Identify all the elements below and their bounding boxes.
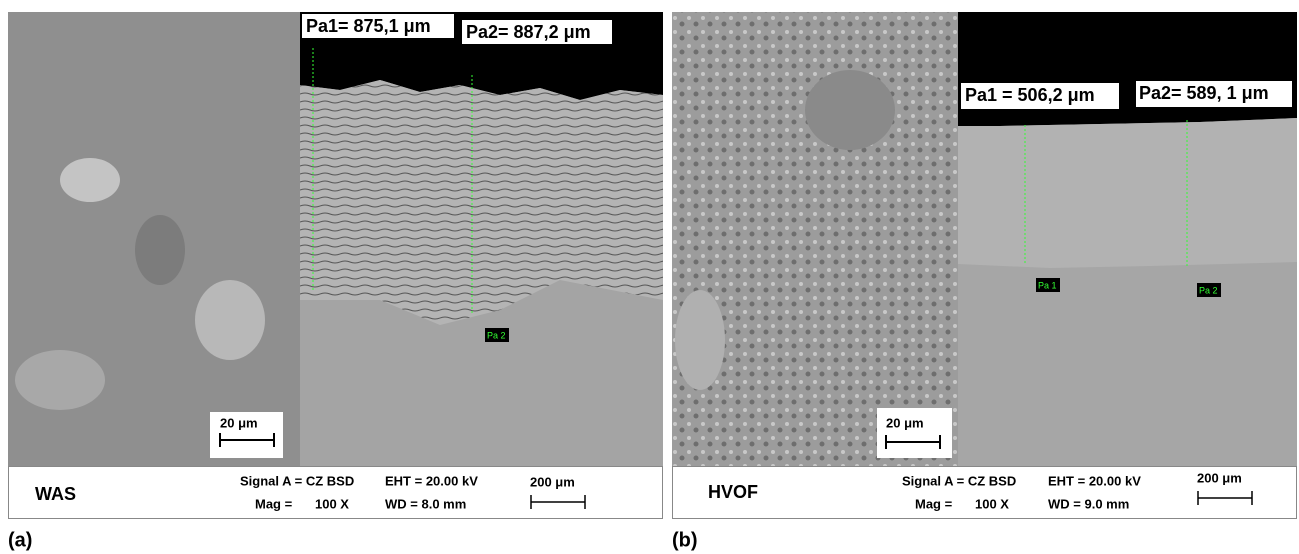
scale: 200 μm <box>530 474 575 489</box>
wd: WD = 8.0 mm <box>385 496 466 511</box>
measurement-label: Pa2= 589, 1 μm <box>1139 83 1269 103</box>
signal: Signal A = CZ BSD <box>240 473 354 488</box>
mag-label: Mag = <box>255 496 293 511</box>
panel-label: (b) <box>672 529 698 551</box>
inset-scale: 20 μm <box>220 415 258 430</box>
panel-b: Pa1 = 506,2 μm Pa2= 589, 1 μm Pa 1 Pa 2 … <box>672 12 1297 551</box>
inset-scale: 20 μm <box>886 415 924 430</box>
mag: 100 X <box>315 496 349 511</box>
marker-label: Pa 2 <box>487 330 506 340</box>
marker-label: Pa 2 <box>1199 285 1218 295</box>
panel-label: (a) <box>8 529 32 551</box>
mag: 100 X <box>975 496 1009 511</box>
measurement-label: Pa1 = 506,2 μm <box>965 85 1095 105</box>
sample-name: WAS <box>35 484 76 504</box>
page: Pa1= 875,1 μm Pa2= 887,2 μm Pa 2 20 μm W… <box>0 0 1299 554</box>
eht: EHT = 20.00 kV <box>1048 473 1141 488</box>
mag-label: Mag = <box>915 496 953 511</box>
inset-image <box>672 12 958 466</box>
measurement-label: Pa2= 887,2 μm <box>466 22 591 42</box>
marker-label: Pa 1 <box>1038 280 1057 290</box>
panel-a: Pa1= 875,1 μm Pa2= 887,2 μm Pa 2 20 μm W… <box>8 12 663 551</box>
signal: Signal A = CZ BSD <box>902 473 1016 488</box>
eht: EHT = 20.00 kV <box>385 473 478 488</box>
figure: Pa1= 875,1 μm Pa2= 887,2 μm Pa 2 20 μm W… <box>0 0 1299 554</box>
measurement-label: Pa1= 875,1 μm <box>306 16 431 36</box>
wd: WD = 9.0 mm <box>1048 496 1129 511</box>
sample-name: HVOF <box>708 482 758 502</box>
scale: 200 μm <box>1197 470 1242 485</box>
